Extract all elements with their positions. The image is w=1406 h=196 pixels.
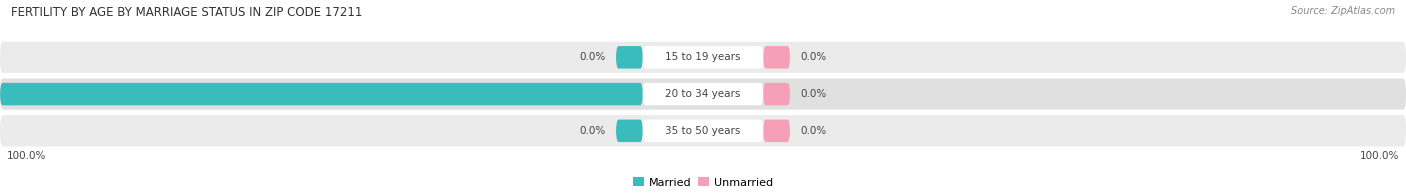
Legend: Married, Unmarried: Married, Unmarried [628, 173, 778, 192]
FancyBboxPatch shape [0, 42, 1406, 73]
Text: 0.0%: 0.0% [800, 126, 827, 136]
Text: 100.0%: 100.0% [1360, 151, 1399, 161]
Text: 15 to 19 years: 15 to 19 years [665, 52, 741, 62]
FancyBboxPatch shape [616, 120, 643, 142]
Text: 20 to 34 years: 20 to 34 years [665, 89, 741, 99]
Text: FERTILITY BY AGE BY MARRIAGE STATUS IN ZIP CODE 17211: FERTILITY BY AGE BY MARRIAGE STATUS IN Z… [11, 6, 363, 19]
FancyBboxPatch shape [0, 115, 1406, 146]
Text: 0.0%: 0.0% [800, 89, 827, 99]
Text: 100.0%: 100.0% [7, 151, 46, 161]
Text: 0.0%: 0.0% [579, 52, 606, 62]
FancyBboxPatch shape [0, 83, 643, 105]
FancyBboxPatch shape [763, 46, 790, 69]
Text: Source: ZipAtlas.com: Source: ZipAtlas.com [1291, 6, 1395, 16]
FancyBboxPatch shape [643, 120, 763, 142]
FancyBboxPatch shape [763, 120, 790, 142]
Text: 0.0%: 0.0% [800, 52, 827, 62]
Text: 0.0%: 0.0% [579, 126, 606, 136]
FancyBboxPatch shape [616, 46, 643, 69]
FancyBboxPatch shape [763, 83, 790, 105]
Text: 35 to 50 years: 35 to 50 years [665, 126, 741, 136]
FancyBboxPatch shape [643, 83, 763, 105]
FancyBboxPatch shape [643, 46, 763, 69]
FancyBboxPatch shape [0, 78, 1406, 110]
